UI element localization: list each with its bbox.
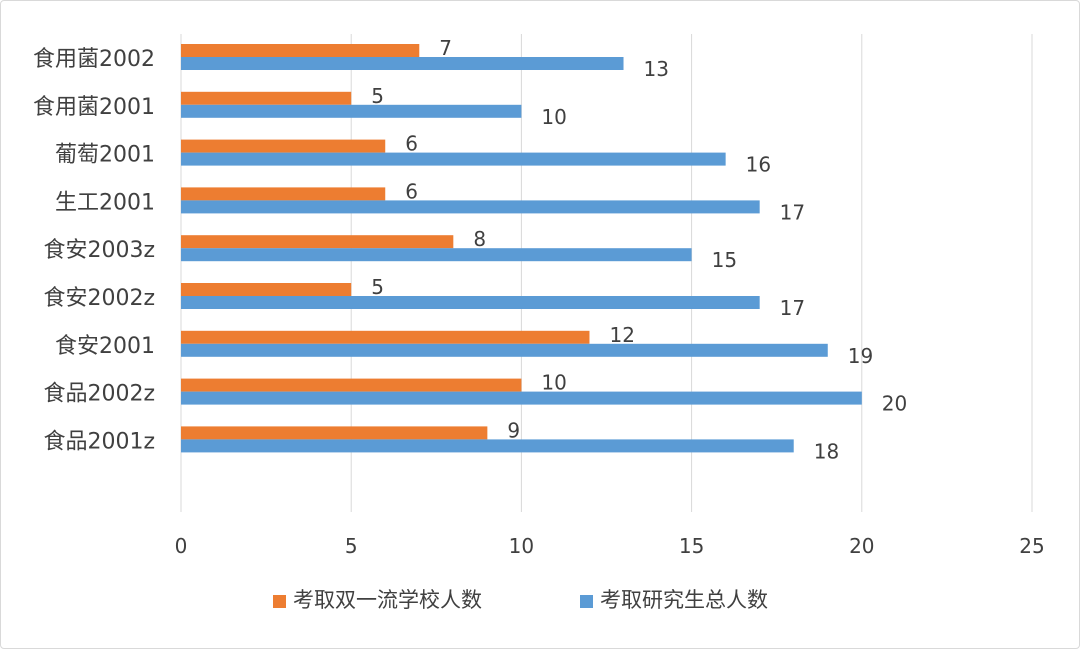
category-label: 葡萄2001 xyxy=(55,143,155,168)
x-tick-label: 25 xyxy=(1019,534,1044,558)
bar-series2 xyxy=(181,391,862,405)
bar-series2 xyxy=(181,200,760,214)
legend-label-series1: 考取双一流学校人数 xyxy=(293,588,482,612)
bar-series2 xyxy=(181,104,522,118)
category-label: 食安2003z xyxy=(43,238,155,263)
data-label-series2: 17 xyxy=(780,296,805,320)
bar-series1 xyxy=(181,330,590,344)
bar-series2 xyxy=(181,248,692,262)
data-label-series1: 12 xyxy=(609,323,634,347)
legend-swatch-series1 xyxy=(273,595,286,608)
x-tick-label: 10 xyxy=(509,534,534,558)
data-label-series1: 7 xyxy=(439,36,452,60)
category-label: 食安2001 xyxy=(55,334,155,359)
data-label-series2: 20 xyxy=(882,392,907,416)
category-label: 食用菌2002 xyxy=(33,47,155,72)
bar-series1 xyxy=(181,139,386,153)
x-tick-label: 0 xyxy=(175,534,188,558)
data-label-series2: 13 xyxy=(644,57,669,81)
data-label-series2: 10 xyxy=(541,105,566,129)
data-label-series1: 6 xyxy=(405,132,418,156)
legend-label-series2: 考取研究生总人数 xyxy=(600,588,768,612)
bar-series1 xyxy=(181,235,454,249)
x-tick-label: 20 xyxy=(849,534,874,558)
bar-series1 xyxy=(181,378,522,392)
data-label-series2: 16 xyxy=(746,153,771,177)
bar-series1 xyxy=(181,44,420,57)
data-label-series1: 6 xyxy=(405,179,418,203)
category-label: 食品2002z xyxy=(43,382,155,407)
category-label: 生工2001 xyxy=(55,190,155,215)
category-label: 食安2002z xyxy=(43,286,155,311)
data-label-series2: 15 xyxy=(712,248,737,272)
bar-series1 xyxy=(181,187,386,201)
data-label-series2: 18 xyxy=(814,439,839,463)
bar-series2 xyxy=(181,439,794,453)
data-label-series1: 5 xyxy=(371,84,384,108)
data-label-series1: 5 xyxy=(371,275,384,299)
bar-series2 xyxy=(181,57,624,70)
data-label-series2: 19 xyxy=(848,344,873,368)
bar-series1 xyxy=(181,283,352,296)
bar-series2 xyxy=(181,296,760,309)
category-label: 食用菌2001 xyxy=(33,95,155,120)
bar-series1 xyxy=(181,91,352,105)
x-tick-label: 15 xyxy=(679,534,704,558)
bar-series2 xyxy=(181,152,726,166)
bar-series2 xyxy=(181,343,828,357)
legend-swatch-series2 xyxy=(580,595,593,608)
category-label: 食品2001z xyxy=(43,429,155,454)
x-tick-label: 5 xyxy=(345,534,358,558)
data-label-series1: 9 xyxy=(507,418,520,442)
data-label-series1: 10 xyxy=(541,371,566,395)
data-label-series2: 17 xyxy=(780,200,805,224)
bar-series1 xyxy=(181,426,488,440)
data-label-series1: 8 xyxy=(473,227,486,251)
